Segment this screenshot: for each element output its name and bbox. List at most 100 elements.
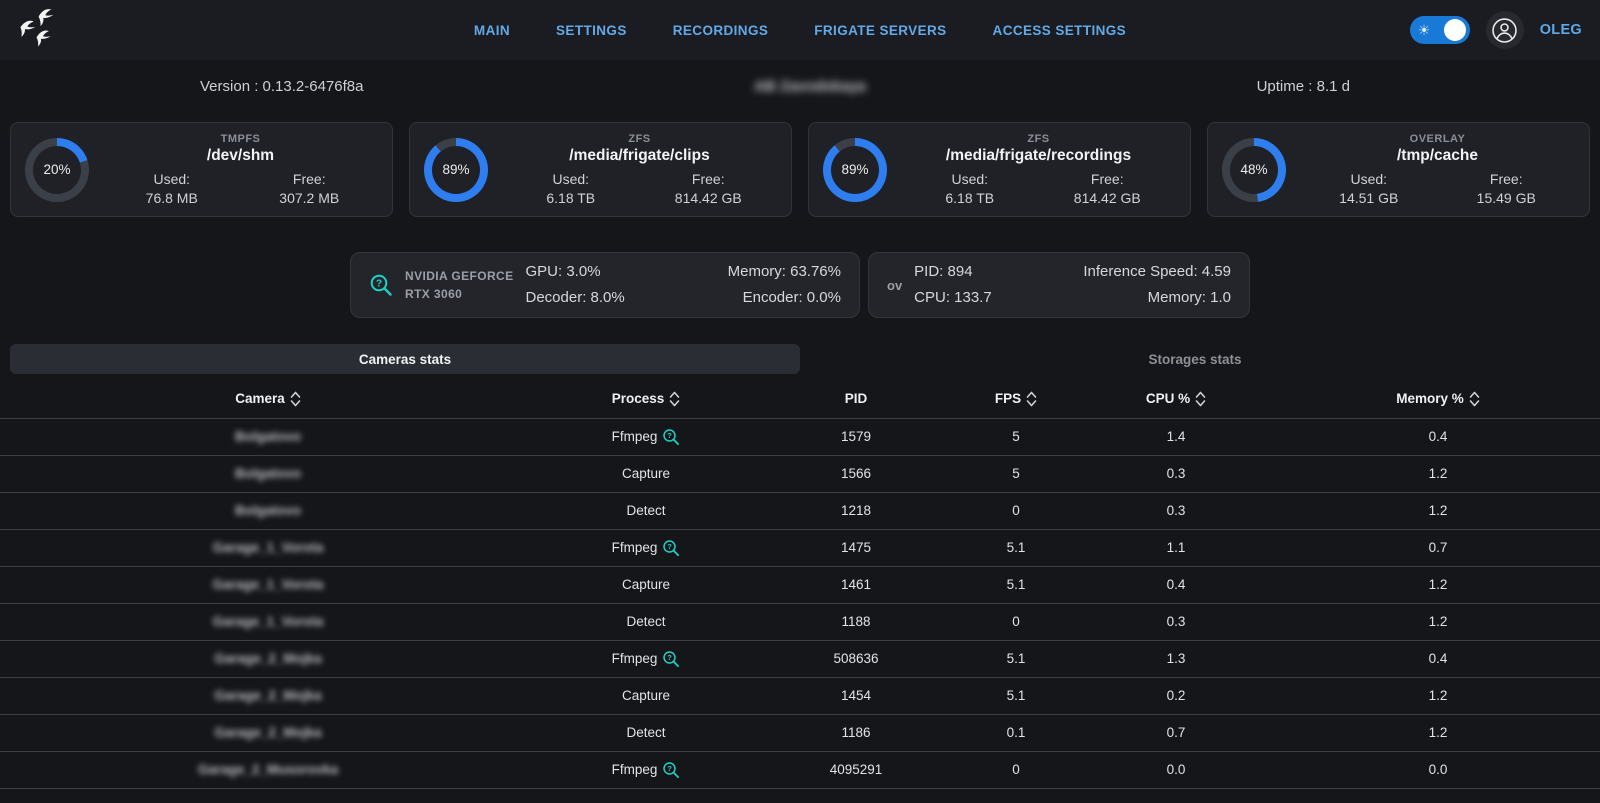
gpu-decoder: Decoder: 8.0% [525, 289, 625, 306]
detector-stats-right: Inference Speed: 4.59 Memory: 1.0 [1083, 259, 1231, 312]
ffmpeg-inspect-icon[interactable]: ? [662, 539, 680, 557]
svg-text:?: ? [376, 279, 382, 290]
process-name: Ffmpeg [611, 762, 658, 777]
mount-path: /media/frigate/clips [569, 147, 710, 164]
usage-donut-chart: 89% [424, 137, 488, 202]
user-name[interactable]: OLEG [1539, 22, 1582, 38]
free-value: 15.49 GB [1476, 190, 1536, 206]
svg-text:?: ? [668, 431, 673, 440]
gpu-usage: GPU: 3.0% [525, 262, 601, 280]
detector-pid: PID: 894 [914, 262, 973, 280]
pid-value: 4095291 [756, 750, 956, 789]
used-label: Used: [153, 171, 191, 187]
used-label: Used: [552, 171, 590, 187]
pid-value: 1475 [756, 528, 956, 566]
cpu-value: 0.3 [1076, 491, 1276, 529]
nav-main[interactable]: MAIN [473, 22, 511, 38]
sort-icon [1469, 391, 1480, 407]
table-row: Garage_2_Mojka Capture 1454 5.1 0.2 1.2 [0, 676, 1600, 714]
table-row: Garage_2_Mojka Detect 1186 0.1 0.7 1.2 [0, 713, 1600, 751]
memory-value: 1.2 [1276, 602, 1600, 640]
memory-value: 1.2 [1276, 454, 1600, 492]
storage-card: 89% ZFS /media/frigate/clips Used: Free:… [409, 122, 792, 217]
pid-value: 1579 [756, 417, 956, 455]
cpu-value: 0.4 [1076, 565, 1276, 603]
process-name: Detect [626, 614, 666, 629]
cpu-value: 1.1 [1076, 528, 1276, 566]
detector-name: ov [887, 277, 903, 293]
sort-icon [290, 391, 301, 407]
fps-value: 5 [956, 417, 1076, 455]
svg-text:?: ? [668, 542, 673, 551]
frigate-logo[interactable] [18, 6, 62, 54]
nav-settings[interactable]: SETTINGS [556, 22, 627, 38]
camera-name: Bolgatovo [235, 503, 301, 518]
column-header-memory[interactable]: Memory % [1276, 380, 1600, 418]
tab-storages-stats[interactable]: Storages stats [1148, 351, 1242, 367]
cpu-value: 0.2 [1076, 676, 1276, 714]
user-avatar[interactable] [1485, 11, 1524, 49]
uptime-text: Uptime : 8.1 d [1256, 77, 1350, 95]
cameras-stats-table: Camera Process PID FPS CPU % Memory % Bol… [0, 380, 1600, 789]
gpu-encoder: Encoder: 0.0% [742, 289, 841, 306]
nav-frigate-servers[interactable]: FRIGATE SERVERS [814, 22, 947, 38]
filesystem-type: ZFS [628, 133, 651, 145]
cpu-value: 0.3 [1076, 454, 1276, 492]
sort-icon [1026, 391, 1037, 407]
hardware-row: ? NVIDIA GEFORCE RTX 3060 GPU: 3.0% Deco… [0, 252, 1600, 318]
pid-value: 1218 [756, 491, 956, 529]
used-value: 6.18 TB [945, 190, 995, 206]
nav-recordings[interactable]: RECORDINGS [672, 22, 769, 38]
storage-card: 48% OVERLAY /tmp/cache Used: Free: 14.51… [1207, 122, 1590, 217]
theme-toggle[interactable]: ☀ [1409, 16, 1470, 44]
camera-name: Garage_1_Vorota [212, 614, 324, 629]
tab-cameras-stats[interactable]: Cameras stats [10, 344, 800, 374]
table-row: Garage_1_Vorota Ffmpeg ? 1475 5.1 1.1 0.7 [0, 528, 1600, 566]
process-name: Ffmpeg [611, 540, 658, 555]
usage-donut-chart: 20% [25, 137, 89, 202]
usage-percent: 89% [841, 162, 869, 177]
cpu-value: 1.3 [1076, 639, 1276, 677]
process-name: Detect [626, 725, 666, 740]
gpu-card: ? NVIDIA GEFORCE RTX 3060 GPU: 3.0% Deco… [350, 252, 860, 318]
column-header-cpu[interactable]: CPU % [1076, 380, 1276, 418]
fps-value: 5.1 [956, 676, 1076, 714]
column-label: Memory % [1396, 391, 1464, 407]
table-row: Garage_1_Vorota Capture 1461 5.1 0.4 1.2 [0, 565, 1600, 603]
detector-cpu: CPU: 133.7 [914, 289, 992, 306]
pid-value: 1188 [756, 602, 956, 640]
svg-text:?: ? [668, 653, 673, 662]
detector-card: ov PID: 894 CPU: 133.7 Inference Speed: … [868, 252, 1250, 318]
memory-value: 1.2 [1276, 713, 1600, 751]
sort-icon [1195, 391, 1206, 407]
zoom-question-icon[interactable]: ? [369, 273, 393, 297]
memory-value: 0.0 [1276, 750, 1600, 789]
camera-name: Garage_2_Mojka [214, 651, 322, 666]
detector-stats-left: PID: 894 CPU: 133.7 [914, 259, 992, 312]
person-circle-icon [1492, 17, 1517, 43]
camera-name: Bolgatovo [235, 429, 301, 444]
mount-path: /media/frigate/recordings [945, 147, 1132, 164]
ffmpeg-inspect-icon[interactable]: ? [662, 761, 680, 779]
free-label: Free: [1090, 171, 1124, 187]
column-header-fps[interactable]: FPS [956, 380, 1076, 418]
column-header-camera[interactable]: Camera [0, 380, 536, 418]
main-navigation: MAIN SETTINGS RECORDINGS FRIGATE SERVERS… [0, 0, 1600, 60]
table-header-row: Camera Process PID FPS CPU % Memory % [0, 380, 1600, 418]
table-row: Garage_1_Vorota Detect 1188 0 0.3 1.2 [0, 602, 1600, 640]
camera-name: Garage_2_Mojka [214, 725, 322, 740]
toggle-knob [1443, 19, 1466, 41]
column-label: FPS [994, 391, 1022, 407]
camera-name: Garage_2_Mojka [214, 688, 322, 703]
stats-tabs: Cameras stats Storages stats [10, 344, 1590, 374]
ffmpeg-inspect-icon[interactable]: ? [662, 650, 680, 668]
mount-path: /tmp/cache [1397, 147, 1478, 164]
navbar-right-group: ☀ OLEG [1409, 11, 1582, 49]
ffmpeg-inspect-icon[interactable]: ? [662, 428, 680, 446]
column-label: Camera [235, 391, 285, 407]
nav-access-settings[interactable]: ACCESS SETTINGS [992, 22, 1127, 38]
sort-icon [669, 391, 680, 407]
camera-name: Bolgatovo [235, 466, 301, 481]
column-label: PID [844, 391, 868, 407]
column-header-process[interactable]: Process [536, 380, 756, 418]
